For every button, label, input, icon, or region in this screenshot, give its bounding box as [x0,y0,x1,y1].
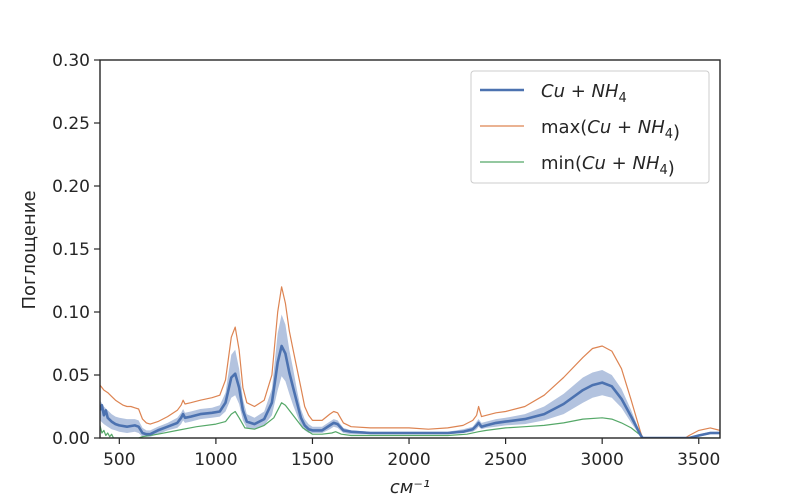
legend-label-mean: Cu + NH4 [541,81,627,106]
x-tick-label: 1000 [194,450,237,470]
legend-label-min: min(Cu + NH4) [541,153,675,179]
plot-area [100,286,720,438]
x-tick-label: 3000 [581,450,624,470]
x-axis-title: см⁻¹ [390,477,430,498]
y-tick-label: 0.10 [52,303,90,323]
x-tick-label: 1500 [291,450,334,470]
y-tick-label: 0.20 [52,177,90,197]
x-axis: 500 1000 1500 2000 2500 3000 3500 [103,438,720,470]
x-tick-label: 500 [103,450,135,470]
legend-label-max: max(Cu + NH4) [541,117,680,143]
x-tick-label: 3500 [677,450,720,470]
series-line-max [100,286,720,438]
y-tick-label: 0.15 [52,240,90,260]
mean-confidence-band [100,314,720,438]
y-tick-label: 0.05 [52,366,90,386]
x-tick-label: 2500 [484,450,527,470]
y-tick-label: 0.00 [52,429,90,449]
y-tick-label: 0.30 [52,51,90,71]
y-tick-label: 0.25 [52,114,90,134]
legend: Cu + NH4 max(Cu + NH4) min(Cu + NH4) [470,70,710,184]
legend-frame [470,70,710,184]
y-axis: 0.00 0.05 0.10 0.15 0.20 0.25 0.30 [52,51,100,449]
series-line-mean [100,344,720,438]
x-tick-label: 2000 [387,450,430,470]
y-axis-title: Поглощение [19,190,40,309]
